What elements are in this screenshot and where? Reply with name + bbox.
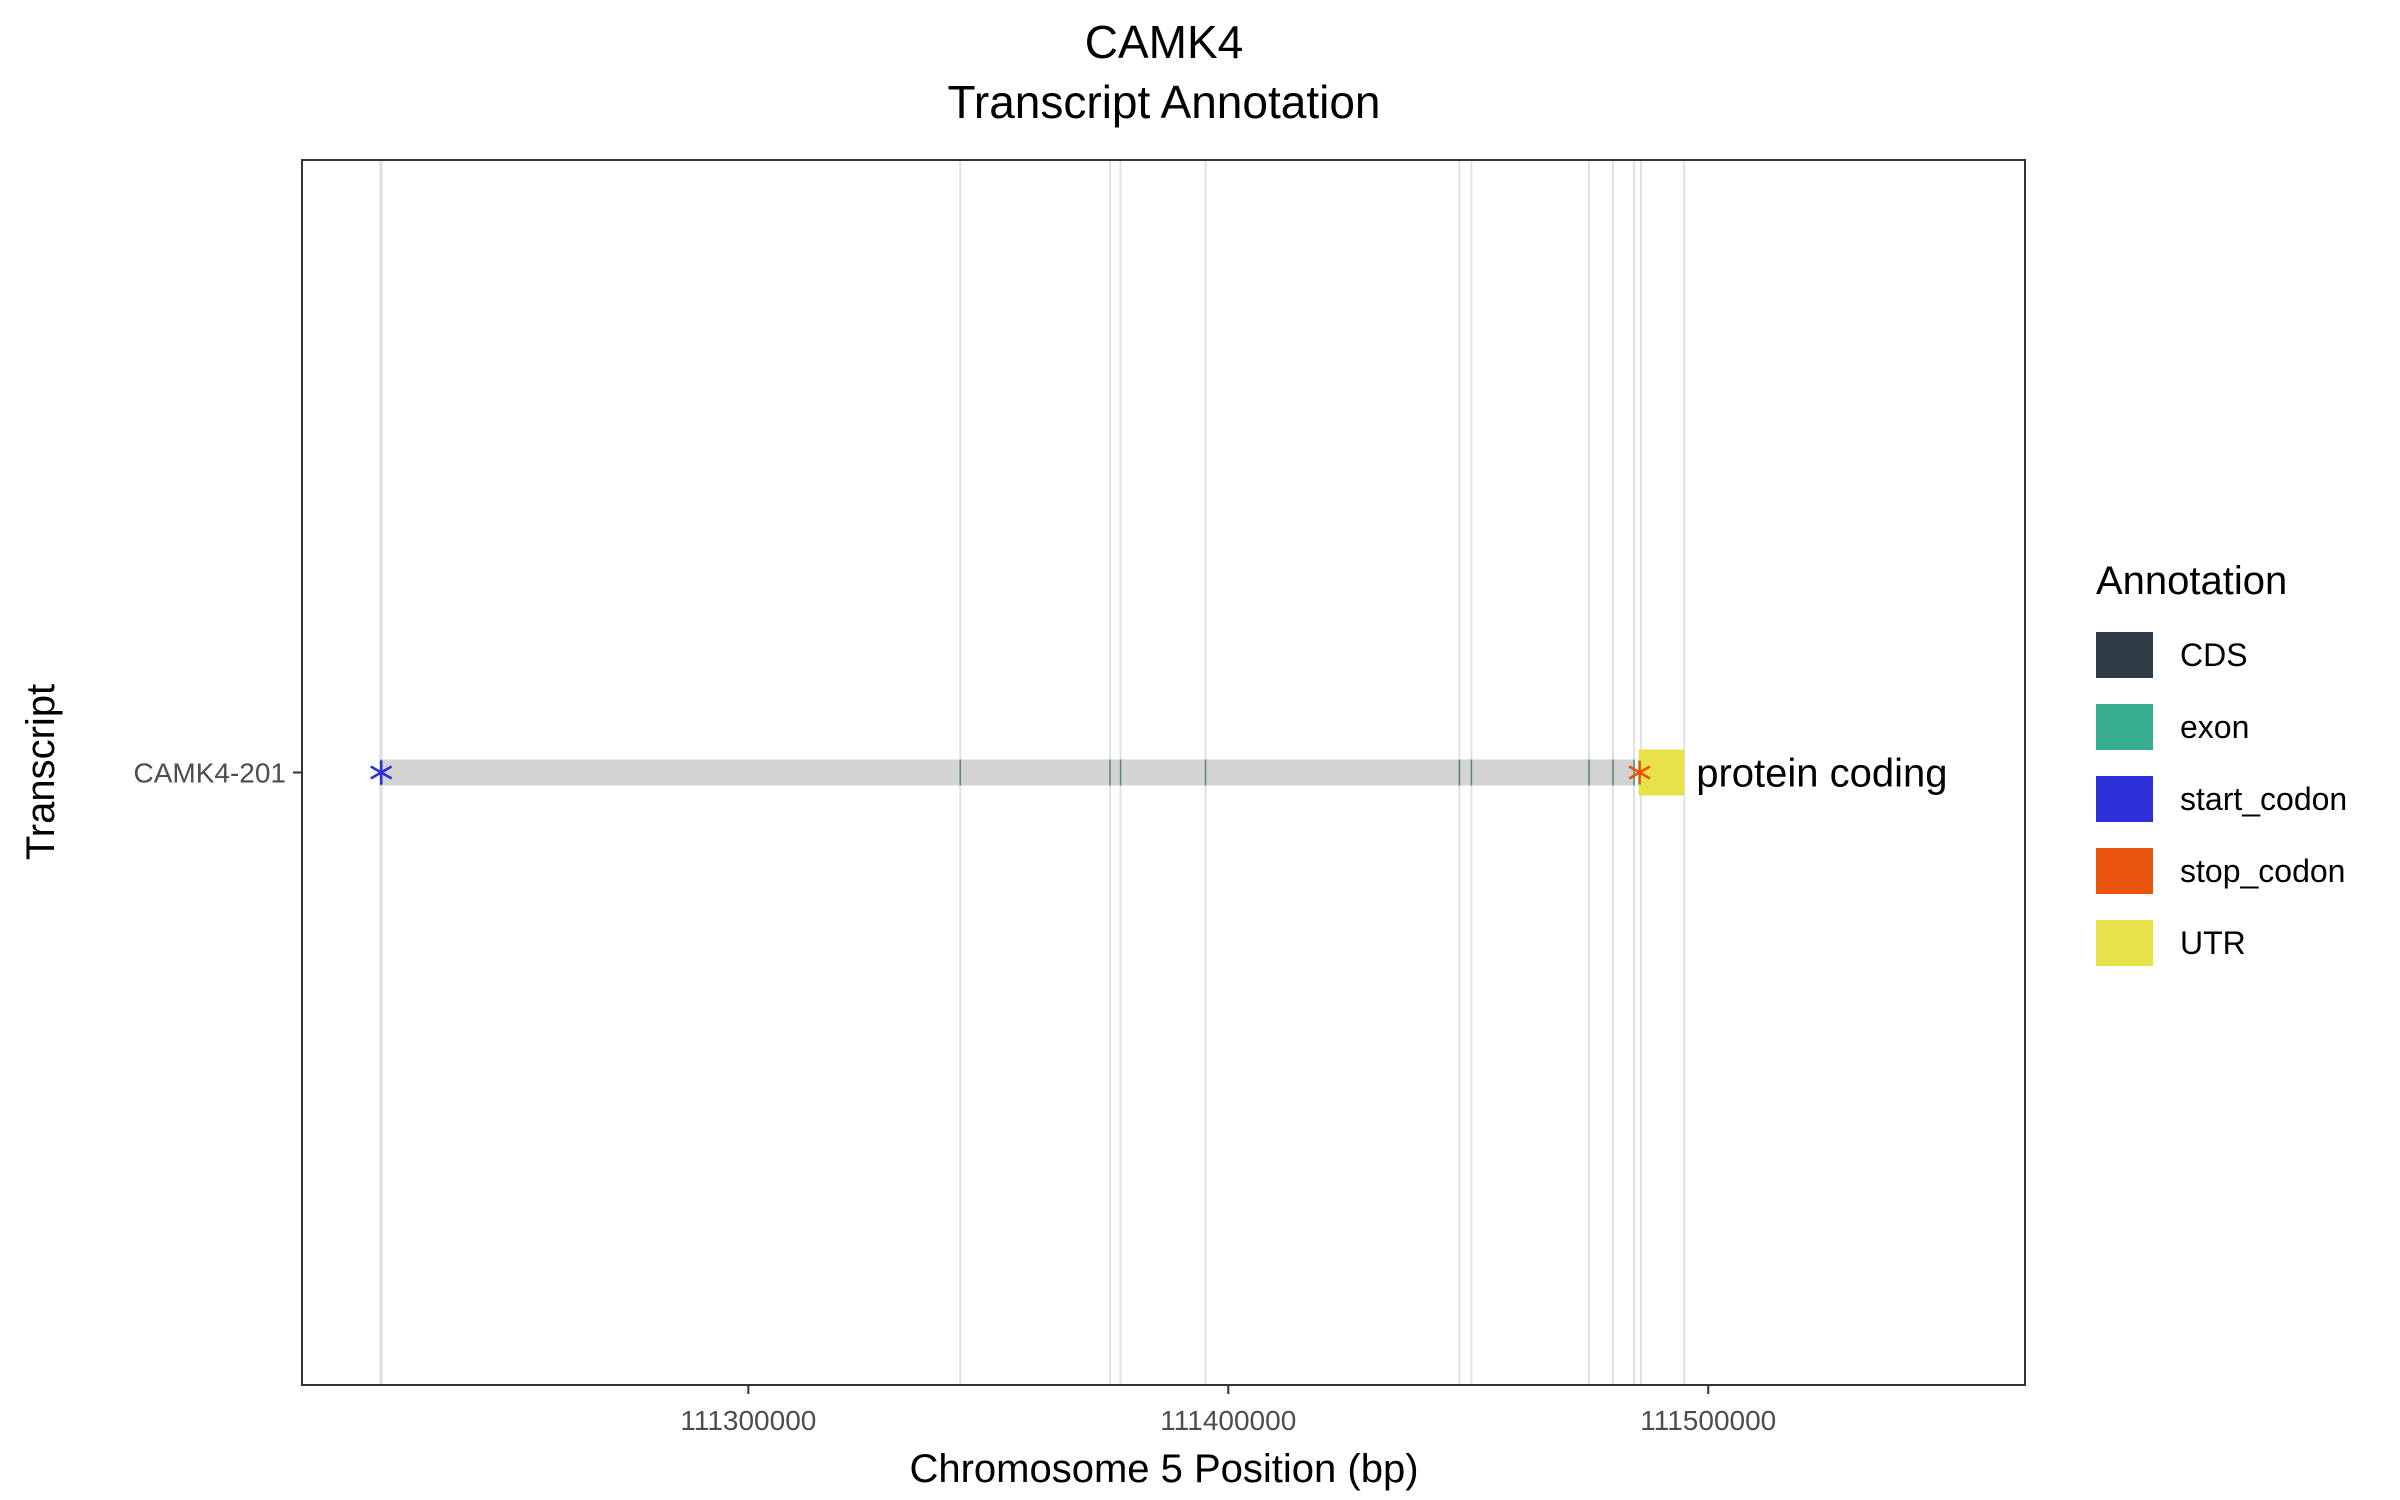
legend-label-exon: exon <box>2180 709 2249 745</box>
exon-block <box>1612 759 1614 786</box>
exon-block <box>1119 759 1122 786</box>
x-axis: 111300000 111400000 111500000 <box>680 1385 1776 1436</box>
legend-key-cds <box>2096 632 2153 678</box>
legend-key-exon <box>2096 704 2153 750</box>
x-tick-label: 111500000 <box>1640 1405 1776 1436</box>
legend-label-utr: UTR <box>2180 925 2246 961</box>
exon-block <box>1109 759 1111 786</box>
start-codon-marker <box>370 760 393 785</box>
cds-block <box>1633 759 1635 786</box>
cds-block <box>1612 759 1614 786</box>
legend-key-start-codon <box>2096 776 2153 822</box>
transcript-biotype-label: protein coding <box>1696 752 1947 796</box>
exon-block <box>1633 759 1635 786</box>
cds-block <box>1588 759 1590 786</box>
exon-block <box>1470 759 1473 786</box>
stop-codon-marker <box>1628 760 1651 785</box>
exon-block <box>959 759 962 786</box>
cds-block <box>1458 759 1461 786</box>
legend-title: Annotation <box>2096 559 2287 603</box>
cds-block <box>1119 759 1122 786</box>
cds-block <box>1470 759 1473 786</box>
x-tick-label: 111400000 <box>1160 1405 1296 1436</box>
utr-block <box>1638 749 1685 796</box>
y-axis-title: Transcript <box>19 684 63 860</box>
legend-key-utr <box>2096 920 2153 966</box>
cds-block <box>959 759 961 786</box>
y-tick-label: CAMK4-201 <box>133 758 286 789</box>
exon-block <box>1588 759 1590 786</box>
x-axis-title: Chromosome 5 Position (bp) <box>909 1447 1418 1491</box>
y-axis: CAMK4-201 <box>133 758 302 789</box>
cds-block <box>1204 759 1207 786</box>
stop-codon-marker-stroke <box>1628 765 1651 780</box>
transcript-tracks: protein coding <box>370 749 1948 796</box>
legend: Annotation CDS exon start_codon stop_codon U… <box>2096 559 2347 966</box>
transcript-backbone <box>381 759 1635 786</box>
cds-block <box>1109 759 1111 786</box>
exon-block <box>1204 759 1207 786</box>
legend-key-stop-codon <box>2096 848 2153 894</box>
legend-label-start-codon: start_codon <box>2180 781 2347 817</box>
chart-subtitle: Transcript Annotation <box>948 76 1381 128</box>
legend-label-stop-codon: stop_codon <box>2180 853 2345 889</box>
start-codon-marker-stroke <box>370 765 393 780</box>
x-tick-label: 111300000 <box>680 1405 816 1436</box>
exon-block <box>1458 759 1461 786</box>
chart-title: CAMK4 <box>1085 16 1243 68</box>
legend-label-cds: CDS <box>2180 637 2248 673</box>
